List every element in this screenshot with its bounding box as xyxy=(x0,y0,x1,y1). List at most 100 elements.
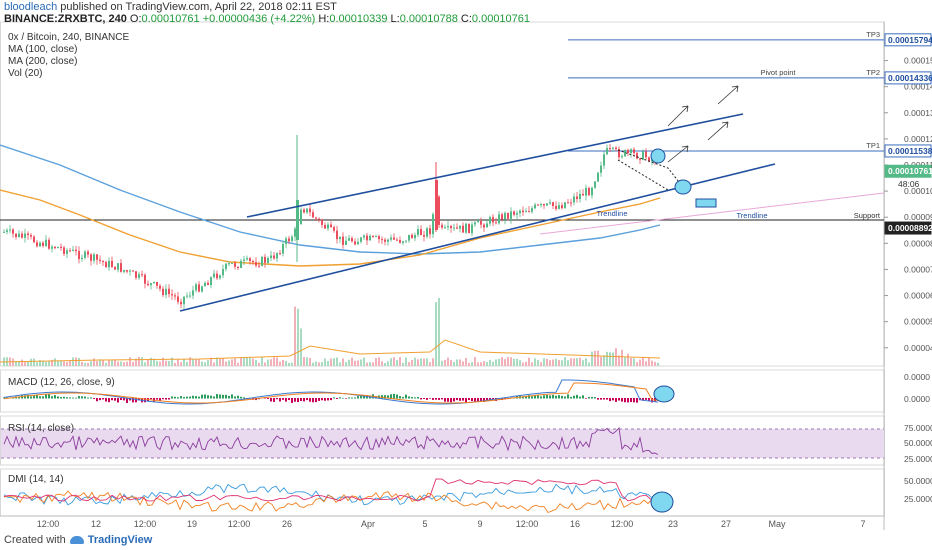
candle-body xyxy=(513,211,515,215)
time-tick-label: 23 xyxy=(668,519,678,529)
candle-body xyxy=(306,208,308,213)
volume-bar xyxy=(420,358,422,366)
candle-body xyxy=(327,224,329,229)
candle-body xyxy=(207,282,209,285)
author-name[interactable]: bloodleach xyxy=(4,1,58,13)
macd-hist-bar xyxy=(84,396,86,399)
volume-bar xyxy=(576,358,578,366)
macd-hist-bar xyxy=(156,398,158,400)
macd-hist-bar xyxy=(414,397,416,399)
volume-bar xyxy=(75,357,77,366)
volume-bar xyxy=(480,362,482,366)
volume-bar xyxy=(609,352,611,366)
dmi-legend[interactable]: DMI (14, 14) xyxy=(8,474,64,485)
macd-legend[interactable]: MACD (12, 26, close, 9) xyxy=(8,377,115,388)
candle-body xyxy=(63,247,65,254)
candle-body xyxy=(495,222,497,224)
volume-bar xyxy=(171,357,173,366)
h-value: 0.00010339 xyxy=(329,13,388,25)
macd-hist-bar xyxy=(195,396,197,399)
macd-hist-bar xyxy=(621,398,623,402)
macd-hist-bar xyxy=(108,398,110,403)
price-tick-label: 0.00008000 xyxy=(904,238,932,248)
tradingview-brand[interactable]: TradingView xyxy=(87,534,153,546)
volume-bar xyxy=(147,358,149,366)
volume-bar xyxy=(309,357,311,366)
candle-body xyxy=(12,229,14,234)
volume-bar xyxy=(153,358,155,366)
volume-bar xyxy=(183,359,185,366)
ma200-legend[interactable]: MA (200, close) xyxy=(8,56,78,67)
volume-bar xyxy=(33,358,35,366)
macd-hist-bar xyxy=(606,398,608,400)
macd-hist-bar xyxy=(555,395,557,399)
candle-body xyxy=(459,225,461,229)
macd-hist-bar xyxy=(36,394,38,399)
macd-hist-bar xyxy=(105,398,107,402)
volume-bar xyxy=(366,362,368,366)
candle-body xyxy=(228,263,230,265)
volume-bar xyxy=(360,359,362,366)
volume-bar xyxy=(198,359,200,366)
change-value: +0.00000436 (+4.22%) xyxy=(202,13,316,25)
macd-hist-bar xyxy=(216,394,218,399)
volume-bar xyxy=(648,357,650,366)
volume-bar xyxy=(294,306,296,366)
time-tick-label: Apr xyxy=(361,519,375,529)
macd-hist-bar xyxy=(234,396,236,399)
macd-hist-bar xyxy=(627,398,629,403)
support-label: Support xyxy=(854,211,881,220)
volume-bar xyxy=(597,350,599,366)
candle-body xyxy=(378,236,380,240)
time-tick-label: 12:00 xyxy=(611,519,634,529)
volume-bar xyxy=(369,362,371,366)
macd-hist-bar xyxy=(57,396,59,399)
ma100-legend[interactable]: MA (100, close) xyxy=(8,44,78,55)
candle-body xyxy=(273,255,275,259)
macd-hist-bar xyxy=(48,393,50,399)
volume-bar xyxy=(282,359,284,366)
volume-bar xyxy=(252,358,254,366)
macd-hist-bar xyxy=(69,397,71,399)
volume-bar xyxy=(492,361,494,366)
candle-body xyxy=(591,187,593,196)
candle-body xyxy=(288,238,290,242)
volume-bar xyxy=(624,357,626,366)
tp3-tag-text: 0.00015794 xyxy=(888,35,932,45)
candle-body xyxy=(246,258,248,260)
candle-body xyxy=(624,149,626,157)
volume-bar xyxy=(630,358,632,366)
volume-bar xyxy=(483,361,485,366)
rsi-line xyxy=(3,427,659,455)
volume-bar xyxy=(318,362,320,366)
macd-hist-bar xyxy=(390,394,392,399)
candle-body xyxy=(417,229,419,235)
volume-bar xyxy=(546,359,548,366)
macd-hist-bar xyxy=(66,397,68,399)
volume-bar xyxy=(237,362,239,366)
vol-legend[interactable]: Vol (20) xyxy=(8,68,43,79)
macd-hist-bar xyxy=(315,398,317,403)
price-tick-label: 0.00013000 xyxy=(904,108,932,118)
macd-hist-bar xyxy=(570,396,572,399)
candle-body xyxy=(573,196,575,203)
macd-hist-bar xyxy=(396,394,398,399)
footer-created: Created with xyxy=(4,534,66,546)
arrow-head xyxy=(721,121,729,129)
candle-body xyxy=(318,218,320,220)
price-tick-label: 0.00014000 xyxy=(904,82,932,92)
macd-hist-bar xyxy=(354,397,356,399)
macd-hist-bar xyxy=(633,398,635,403)
rsi-legend[interactable]: RSI (14, close) xyxy=(8,423,75,434)
macd-hist-bar xyxy=(42,396,44,399)
macd-hist-bar xyxy=(63,396,65,399)
volume-bar xyxy=(96,361,98,366)
volume-bar xyxy=(330,358,332,366)
volume-bar xyxy=(447,357,449,366)
volume-bar xyxy=(195,359,197,366)
volume-bar xyxy=(522,362,524,366)
candle-body xyxy=(231,263,233,265)
macd-hist-bar xyxy=(417,396,419,399)
macd-hist-bar xyxy=(618,398,620,401)
